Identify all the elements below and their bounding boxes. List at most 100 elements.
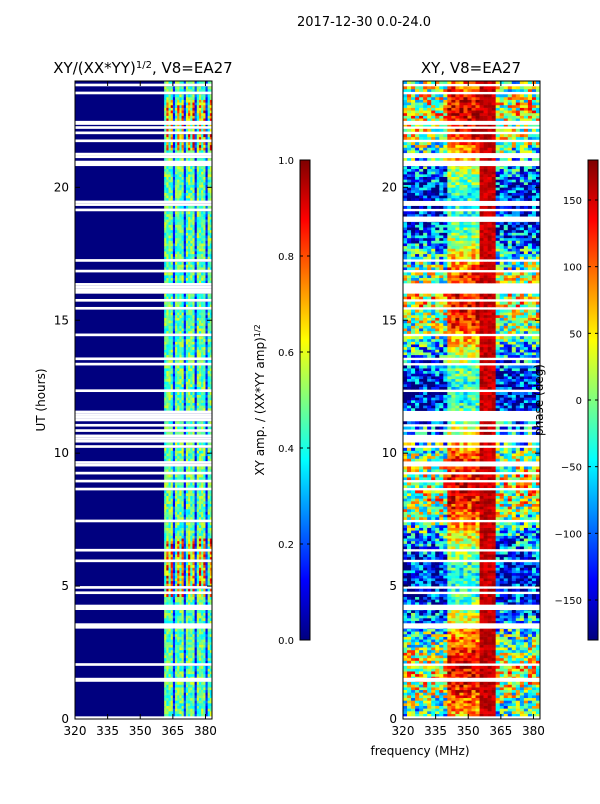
amplitude-cell	[199, 371, 201, 374]
amplitude-cell	[205, 466, 207, 469]
amplitude-cell	[164, 421, 166, 424]
amplitude-cell	[166, 118, 168, 121]
amplitude-cell	[190, 671, 192, 674]
amplitude-cell	[205, 554, 207, 557]
phase-cell	[435, 711, 439, 714]
amplitude-cell	[175, 381, 177, 384]
amplitude-cell	[164, 698, 166, 701]
amplitude-cell	[164, 174, 166, 177]
amplitude-cell	[182, 671, 184, 674]
amplitude-cell	[166, 179, 168, 182]
amplitude-cell	[208, 129, 210, 132]
amplitude-cell	[201, 169, 203, 172]
amplitude-cell	[177, 323, 179, 326]
phase-cell	[439, 692, 443, 695]
amplitude-cell	[195, 714, 197, 717]
amplitude-cell	[199, 557, 201, 560]
amplitude-cell	[171, 469, 173, 472]
amplitude-cell	[201, 474, 203, 477]
phase-cell	[484, 706, 488, 709]
amplitude-cell	[186, 185, 188, 188]
amplitude-cell	[186, 504, 188, 507]
amplitude-cell	[205, 302, 207, 305]
amplitude-cell	[164, 637, 166, 640]
amplitude-cell	[171, 485, 173, 488]
amplitude-cell	[169, 206, 171, 209]
amplitude-cell	[182, 504, 184, 507]
amplitude-cell	[197, 241, 199, 244]
amplitude-cell	[173, 182, 175, 185]
phase-cell	[427, 703, 431, 706]
amplitude-cell	[203, 129, 205, 132]
amplitude-cell	[184, 326, 186, 329]
amplitude-cell	[182, 195, 184, 198]
amplitude-cell	[190, 177, 192, 180]
amplitude-cell	[179, 355, 181, 358]
amplitude-cell	[190, 642, 192, 645]
amplitude-cell	[195, 102, 197, 105]
amplitude-cell	[188, 86, 190, 89]
amplitude-cell	[173, 538, 175, 541]
amplitude-cell	[199, 690, 201, 693]
phase-cell	[528, 684, 532, 687]
phase-cell	[484, 700, 488, 703]
amplitude-cell	[175, 671, 177, 674]
amplitude-cell	[205, 639, 207, 642]
amplitude-cell	[166, 493, 168, 496]
amplitude-cell	[199, 275, 201, 278]
amplitude-cell	[166, 658, 168, 661]
amplitude-cell	[175, 177, 177, 180]
amplitude-cell	[177, 498, 179, 501]
amplitude-cell	[177, 682, 179, 685]
amplitude-cell	[205, 557, 207, 560]
amplitude-cell	[182, 557, 184, 560]
amplitude-cell	[201, 631, 203, 634]
amplitude-cell	[192, 456, 194, 459]
amplitude-cell	[208, 243, 210, 246]
amplitude-cell	[179, 179, 181, 182]
amplitude-cell	[171, 118, 173, 121]
amplitude-cell	[190, 528, 192, 531]
amplitude-cell	[208, 371, 210, 374]
amplitude-cell	[203, 116, 205, 119]
amplitude-cell	[177, 243, 179, 246]
amplitude-cell	[199, 142, 201, 145]
amplitude-cell	[197, 113, 199, 116]
amplitude-cell	[182, 485, 184, 488]
amplitude-cell	[192, 150, 194, 153]
amplitude-cell	[173, 474, 175, 477]
amplitude-cell	[182, 275, 184, 278]
amplitude-cell	[173, 639, 175, 642]
amplitude-cell	[203, 546, 205, 549]
amplitude-cell	[182, 145, 184, 148]
amplitude-cell	[188, 355, 190, 358]
amplitude-cell	[208, 621, 210, 624]
amplitude-cell	[188, 206, 190, 209]
amplitude-cell	[190, 315, 192, 318]
amplitude-cell	[182, 674, 184, 677]
amplitude-cell	[184, 166, 186, 169]
amplitude-cell	[171, 397, 173, 400]
amplitude-cell	[169, 217, 171, 220]
amplitude-cell	[182, 451, 184, 454]
amplitude-cell	[175, 97, 177, 100]
amplitude-cell	[199, 352, 201, 355]
amplitude-cell	[192, 610, 194, 613]
amplitude-cell	[182, 546, 184, 549]
amplitude-cell	[184, 666, 186, 669]
amplitude-cell	[199, 602, 201, 605]
amplitude-cell	[166, 137, 168, 140]
amplitude-cell	[203, 397, 205, 400]
amplitude-cell	[177, 562, 179, 565]
amplitude-cell	[184, 400, 186, 403]
amplitude-cell	[184, 634, 186, 637]
phase-cell	[500, 700, 504, 703]
amplitude-cell	[205, 504, 207, 507]
amplitude-cell	[186, 177, 188, 180]
amplitude-cell	[197, 528, 199, 531]
amplitude-cell	[199, 105, 201, 108]
amplitude-cell	[190, 575, 192, 578]
amplitude-cell	[201, 256, 203, 259]
amplitude-cell	[175, 142, 177, 145]
amplitude-cell	[171, 602, 173, 605]
